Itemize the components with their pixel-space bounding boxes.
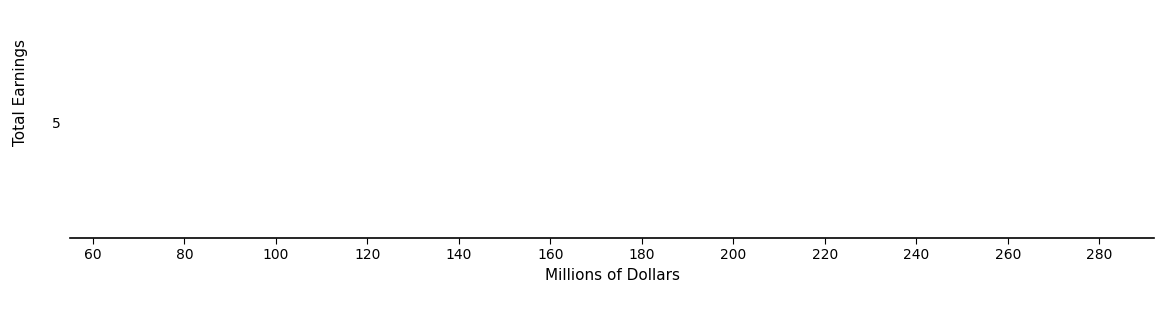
- X-axis label: Millions of Dollars: Millions of Dollars: [545, 268, 680, 282]
- Text: Total Earnings: Total Earnings: [14, 39, 28, 146]
